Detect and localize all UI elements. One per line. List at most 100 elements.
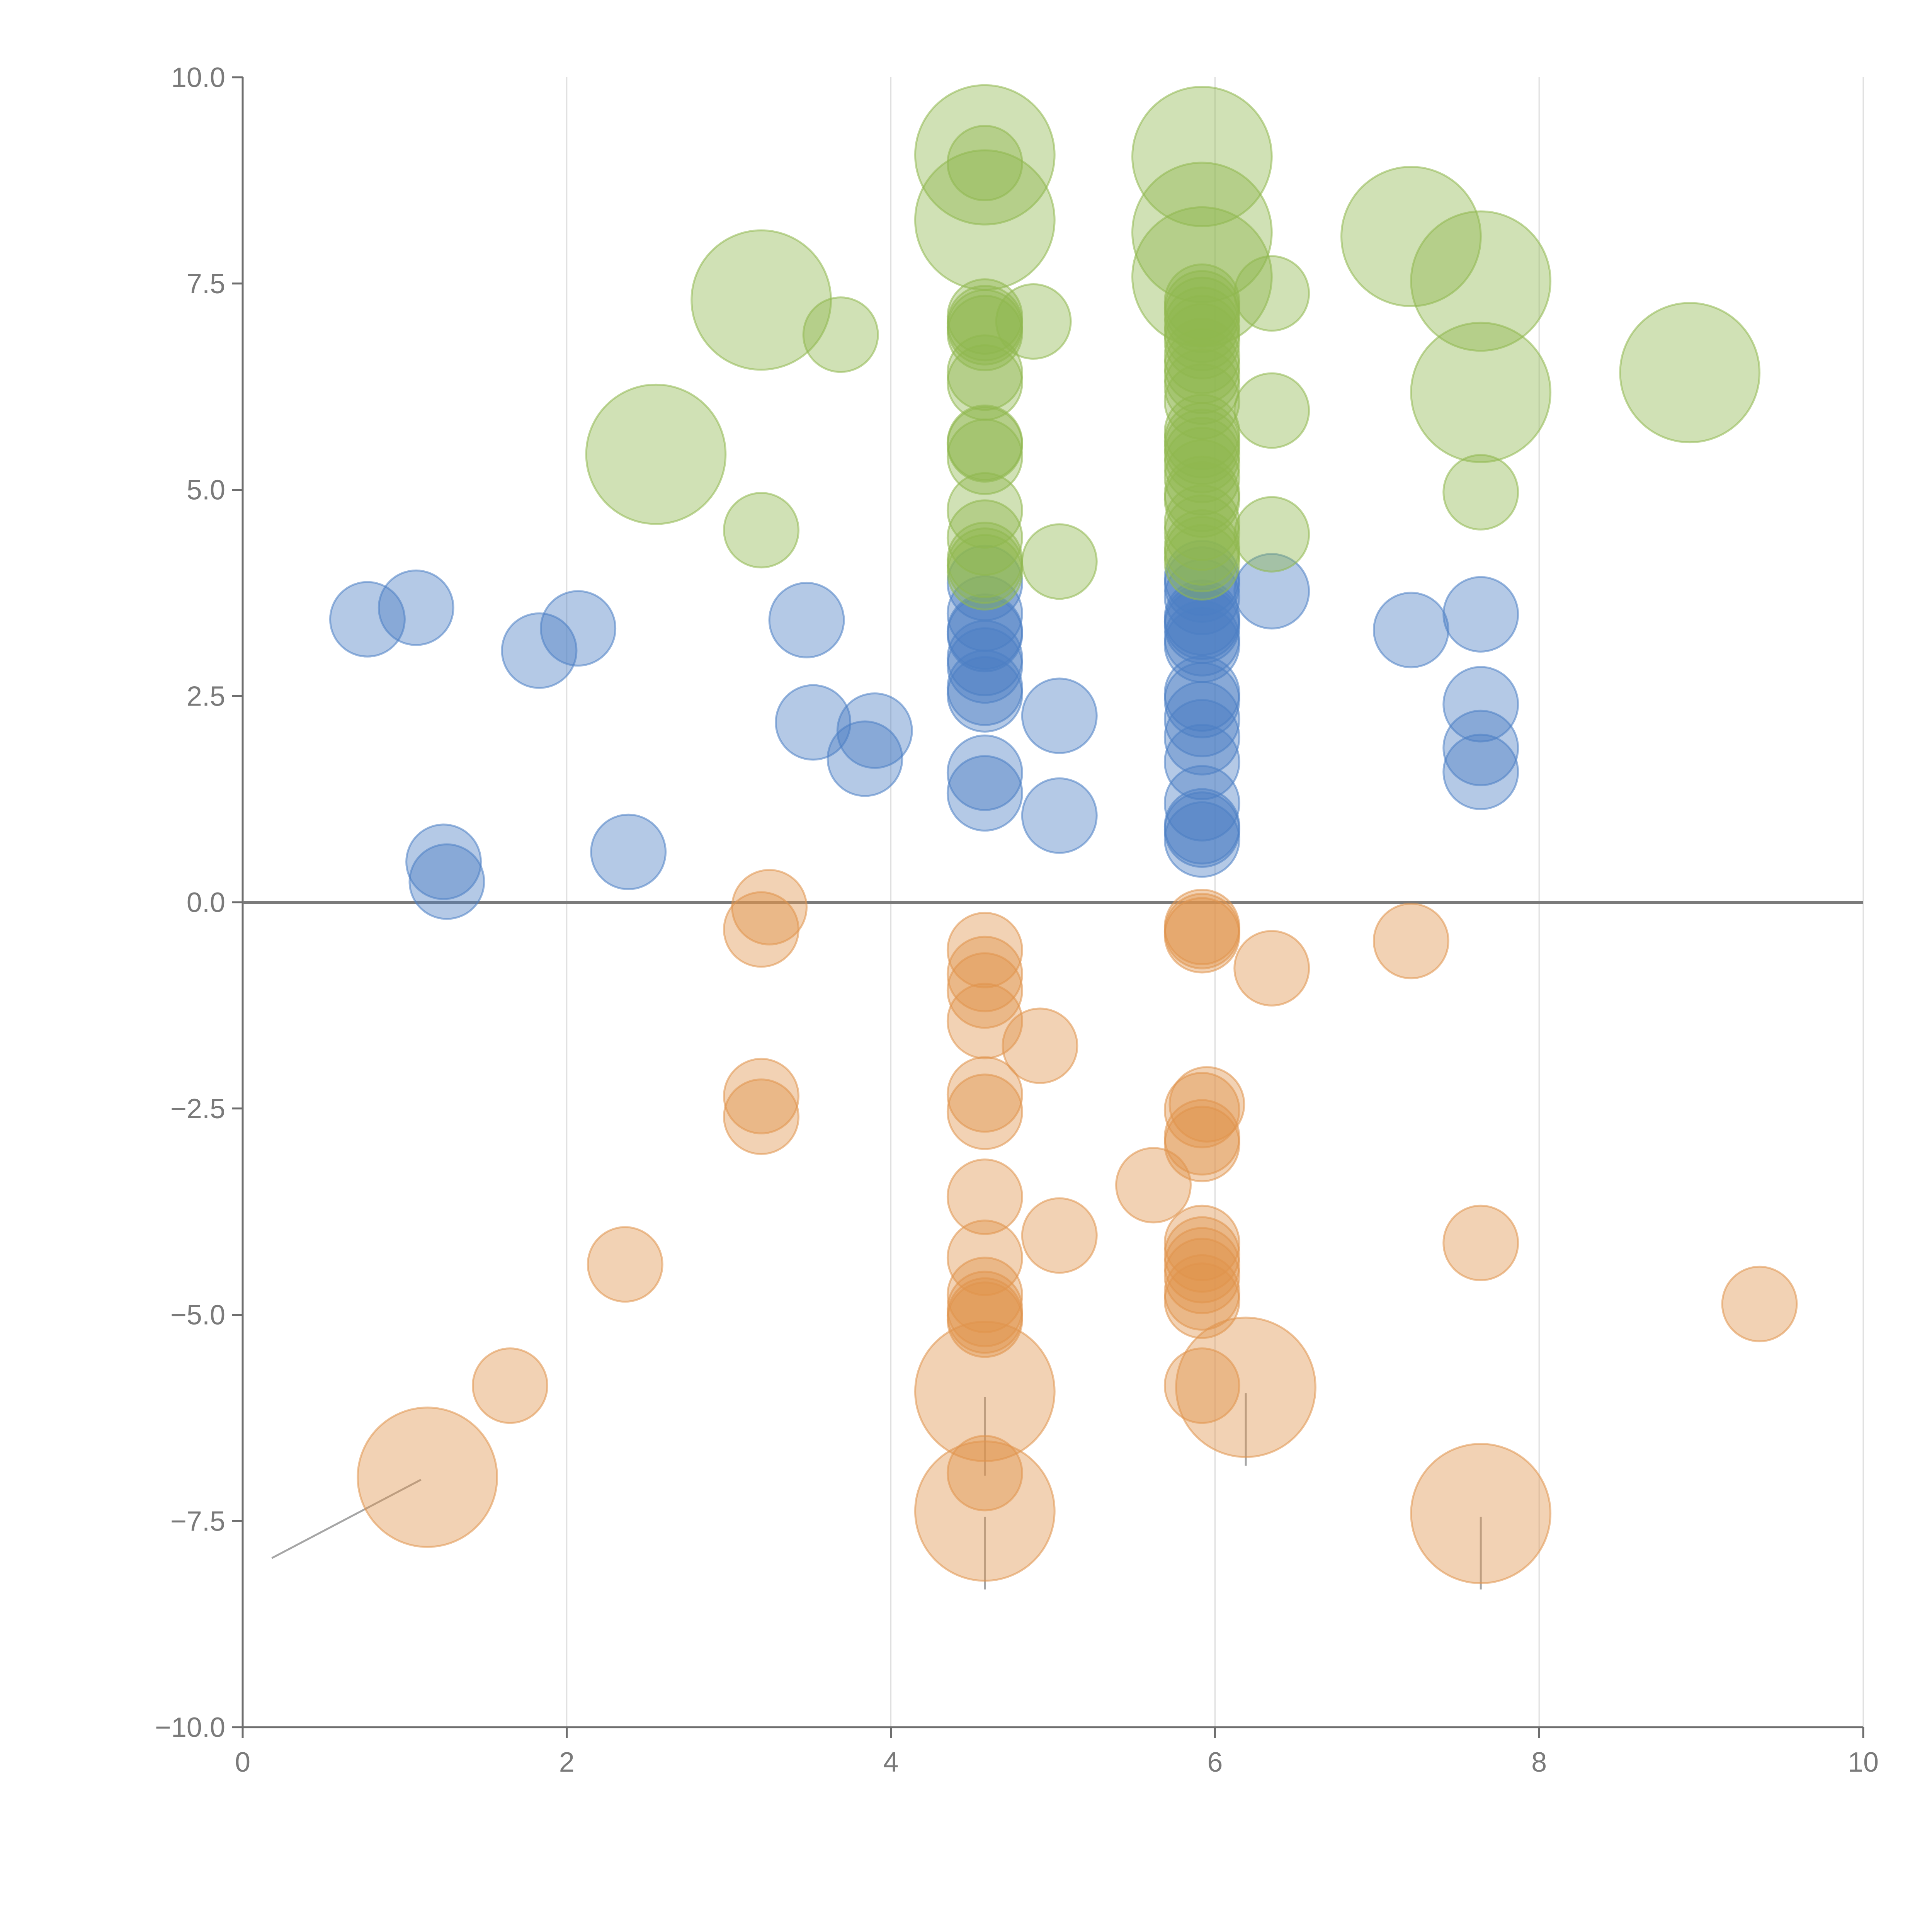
green-bubble	[1163, 303, 1240, 380]
blue-bubble	[1021, 677, 1098, 754]
green-bubble	[995, 283, 1072, 360]
tick-labels: 0 2 4 6 8 10 10.0 7.5 5.0 2.5 0.0 −2.5 −5.0 −7.5 −10.0	[155, 62, 1879, 1778]
y-tick-label: 2.5	[187, 681, 225, 712]
blue-bubble	[1021, 777, 1098, 854]
blue-bubble	[1442, 576, 1519, 653]
x-tick-label: 8	[1531, 1747, 1547, 1778]
blue-bubble	[1163, 801, 1240, 878]
blue-bubble	[1163, 681, 1240, 757]
y-tick-label: 5.0	[187, 475, 225, 506]
orange-bubble	[1163, 1227, 1240, 1304]
green-bubble	[946, 334, 1023, 411]
blue-bubble	[946, 755, 1023, 832]
green-bubble	[723, 492, 800, 569]
orange-bubble	[1410, 1443, 1552, 1584]
green-bubble	[1233, 372, 1310, 449]
x-tick-label: 0	[235, 1747, 250, 1778]
x-tick-label: 10	[1848, 1747, 1879, 1778]
orange-bubble	[1163, 1238, 1240, 1315]
blue-bubble	[1442, 733, 1519, 810]
blue-bubble	[946, 627, 1023, 704]
green-bubble	[946, 472, 1023, 549]
green-bubble	[690, 229, 832, 371]
green-bubble	[1233, 255, 1310, 332]
x-tick-label: 6	[1207, 1747, 1223, 1778]
orange-bubble	[587, 1226, 663, 1303]
orange-bubble	[723, 1078, 800, 1155]
y-tick-label: 10.0	[171, 62, 225, 93]
orange-bubble	[946, 1435, 1023, 1512]
green-bubble	[1163, 439, 1240, 516]
green-bubble	[1163, 318, 1240, 395]
green-bubble	[1340, 166, 1482, 307]
blue-bubble	[590, 813, 667, 890]
green-bubble	[1163, 494, 1240, 571]
orange-bubble	[946, 935, 1023, 1012]
y-tick-label: −10.0	[155, 1712, 225, 1743]
blue-bubble	[827, 720, 903, 797]
green-bubble	[1131, 86, 1273, 227]
green-bubble	[946, 125, 1023, 202]
orange-bubble	[914, 1440, 1056, 1582]
blue-bubble	[405, 823, 482, 900]
orange-bubble	[472, 1347, 548, 1424]
blue-bubble	[1163, 791, 1240, 868]
orange-bubble	[1372, 903, 1449, 980]
orange-bubble	[946, 1158, 1023, 1235]
blue-bubble	[501, 612, 578, 689]
blue-bubble	[768, 582, 845, 658]
green-bubble	[1131, 162, 1273, 303]
green-bubble	[1163, 484, 1240, 561]
orange-bubble	[914, 1321, 1056, 1462]
orange-bubble	[1721, 1265, 1798, 1342]
blue-bubble	[946, 734, 1023, 811]
blue-bubble	[1163, 699, 1240, 776]
orange-bubble	[1163, 1347, 1240, 1424]
blue-bubble	[540, 590, 617, 667]
y-tick-label: 7.5	[187, 269, 225, 299]
blue-bubble	[1442, 709, 1519, 786]
blue-bubble	[408, 843, 485, 920]
green-bubble	[1410, 321, 1552, 463]
orange-bubble	[1163, 1105, 1240, 1182]
orange-bubble	[1233, 930, 1310, 1007]
orange-bubble	[723, 1058, 800, 1134]
blue-bubble	[1233, 553, 1310, 630]
blue-bubble	[1442, 666, 1519, 743]
y-tick-label: 0.0	[187, 887, 225, 918]
green-bubble	[1619, 302, 1761, 444]
blue-bubble	[1372, 592, 1449, 668]
green-bubble	[1163, 337, 1240, 414]
x-tick-label: 2	[559, 1747, 575, 1778]
orange-bubble	[1168, 1066, 1245, 1143]
green-bubble	[914, 149, 1056, 291]
green-bubble	[1410, 210, 1552, 352]
blue-bubble	[836, 692, 913, 769]
green-bubble	[1163, 417, 1240, 493]
green-bubble	[1163, 461, 1240, 538]
y-tick-label: −5.0	[170, 1300, 225, 1331]
green-bubble	[946, 406, 1023, 483]
y-tick-label: −7.5	[170, 1506, 225, 1537]
blue-bubble	[329, 581, 406, 658]
green-bubble	[1163, 363, 1240, 440]
orange-bubble	[1175, 1316, 1316, 1458]
annotation-leader-line	[271, 1479, 422, 1559]
orange-bubble	[946, 1281, 1023, 1358]
green-bubble	[1021, 523, 1098, 600]
x-tick-label: 4	[883, 1747, 899, 1778]
orange-bubble	[1442, 1204, 1519, 1281]
blue-bubble	[378, 569, 454, 646]
blue-bubble	[946, 656, 1023, 733]
green-bubble	[1163, 524, 1240, 601]
orange-bubble	[1163, 1072, 1240, 1148]
green-bubble	[1163, 427, 1240, 503]
axes	[232, 76, 1864, 1738]
orange-bubble	[946, 1073, 1023, 1150]
green-bubble	[802, 296, 879, 373]
y-tick-label: −2.5	[170, 1094, 225, 1124]
orange-bubble	[946, 952, 1023, 1029]
green-bubble	[1163, 348, 1240, 425]
orange-bubble	[357, 1406, 498, 1548]
